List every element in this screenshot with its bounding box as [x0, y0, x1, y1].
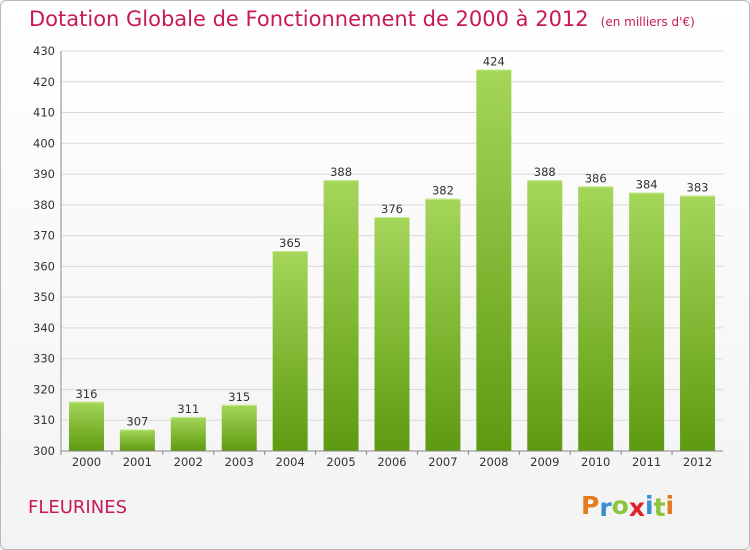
- bar: [527, 180, 563, 451]
- y-tick-label: 350: [33, 290, 55, 304]
- bar: [221, 404, 257, 451]
- x-tick-label: 2011: [632, 455, 661, 469]
- bar-value-label: 307: [126, 414, 148, 428]
- bar-value-label: 365: [279, 236, 301, 250]
- x-tick-label: 2008: [479, 455, 508, 469]
- x-tick-label: 2001: [123, 455, 152, 469]
- y-tick-label: 410: [33, 106, 55, 120]
- bar-value-label: 376: [381, 202, 403, 216]
- axes: [60, 51, 723, 452]
- y-tick-label: 330: [33, 352, 55, 366]
- bar-value-label: 383: [687, 181, 709, 195]
- logo-letter: P: [581, 491, 600, 520]
- y-tick-label: 360: [33, 259, 55, 273]
- y-tick-label: 430: [33, 44, 55, 58]
- x-tick-label: 2006: [377, 455, 406, 469]
- bar: [68, 401, 104, 451]
- chart-subtitle: (en milliers d'€): [600, 15, 695, 29]
- chart-title-text: Dotation Globale de Fonctionnement de 20…: [29, 7, 589, 31]
- x-tick-label: 2000: [72, 455, 101, 469]
- commune-name: FLEURINES: [28, 497, 128, 518]
- bars: [68, 69, 716, 452]
- x-tick-label: 2004: [276, 455, 305, 469]
- y-tick-label: 320: [33, 382, 55, 396]
- bar: [680, 195, 716, 451]
- bar: [170, 417, 206, 451]
- bar-value-label: 386: [585, 171, 607, 185]
- bar-value-label: 315: [228, 390, 250, 404]
- logo-letter: i: [645, 491, 654, 520]
- chart-title: Dotation Globale de Fonctionnement de 20…: [29, 7, 695, 31]
- y-tick-label: 300: [33, 444, 55, 458]
- y-tick-label: 310: [33, 413, 55, 427]
- bar: [323, 180, 359, 451]
- bar: [476, 69, 512, 451]
- bar-value-label: 384: [636, 178, 658, 192]
- data-labels: 316 307 311 315 365 388 376 382 424 388 386 384 383: [75, 54, 708, 428]
- logo-letter: o: [611, 491, 629, 520]
- x-tick-label: 2009: [530, 455, 559, 469]
- bar: [578, 186, 614, 451]
- logo-letter: t: [653, 493, 666, 522]
- bar-value-label: 316: [75, 387, 97, 401]
- y-tick-label: 340: [33, 321, 55, 335]
- y-tick-label: 420: [33, 75, 55, 89]
- bar: [374, 217, 410, 451]
- y-axis-ticks: 300 310 320 330 340 350 360 370 380 390 400 410 420 4…: [33, 44, 55, 458]
- x-tick-label: 2010: [581, 455, 610, 469]
- x-tick-label: 2012: [683, 455, 712, 469]
- x-tick-label: 2003: [225, 455, 254, 469]
- y-tick-label: 390: [33, 167, 55, 181]
- y-tick-label: 400: [33, 136, 55, 150]
- x-tick-label: 2007: [428, 455, 457, 469]
- logo-letter: i: [665, 491, 675, 520]
- x-axis-ticks: 2000 2001 2002 2003 2004 2005 2006 2007 2008 2009…: [60, 451, 712, 469]
- x-tick-label: 2005: [326, 455, 355, 469]
- logo-letter: r: [599, 493, 612, 522]
- logo-letter: x: [628, 493, 645, 522]
- bar-value-label: 311: [177, 402, 199, 416]
- bar-value-label: 388: [534, 165, 556, 179]
- bar-value-label: 382: [432, 184, 454, 198]
- bar: [272, 251, 308, 451]
- y-tick-label: 370: [33, 229, 55, 243]
- x-tick-label: 2002: [174, 455, 203, 469]
- bar: [629, 192, 665, 452]
- bar: [119, 429, 155, 451]
- bar-value-label: 424: [483, 54, 505, 68]
- proxiti-logo: Proxiti: [581, 491, 675, 522]
- y-tick-label: 380: [33, 198, 55, 212]
- bar-value-label: 388: [330, 165, 352, 179]
- bar: [425, 198, 461, 451]
